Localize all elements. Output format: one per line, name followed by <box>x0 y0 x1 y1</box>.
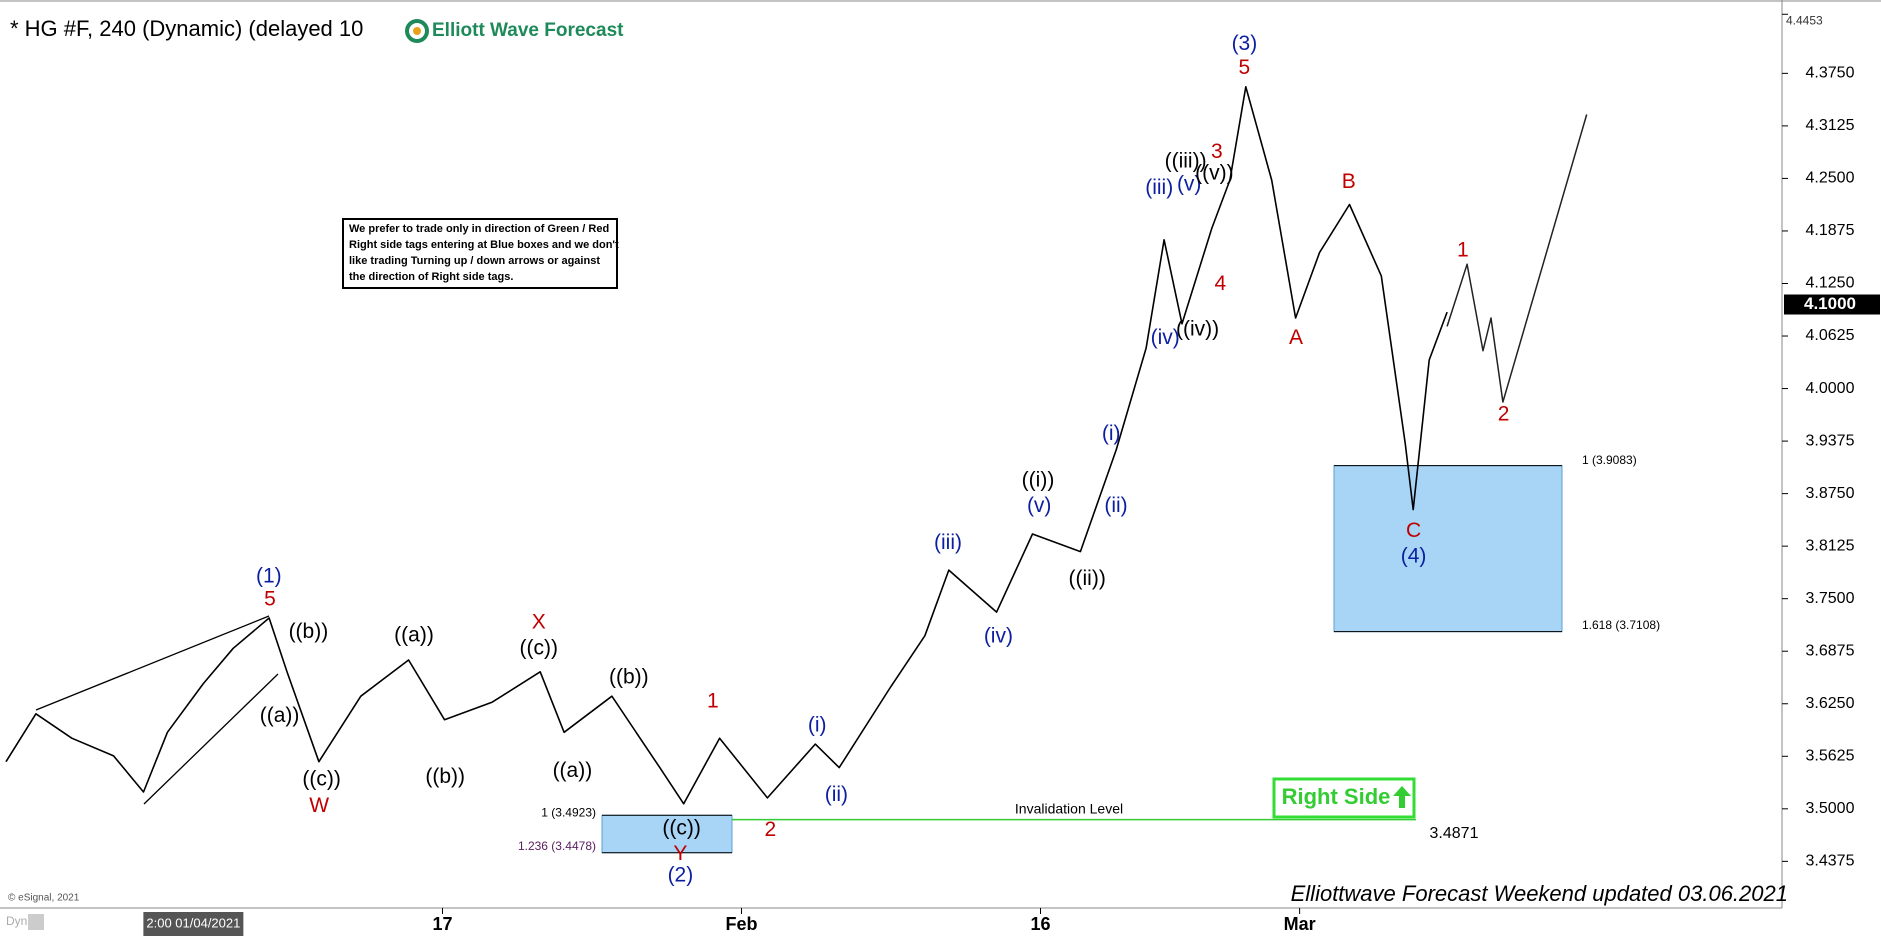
chart-title: * HG #F, 240 (Dynamic) (delayed 10 <box>10 16 363 41</box>
y-tick-label: 4.0000 <box>1806 380 1855 397</box>
copyright: © eSignal, 2021 <box>8 893 80 904</box>
wave-label: 2 <box>765 818 777 841</box>
wave-label: ((c)) <box>520 637 558 660</box>
wave-label: 4 <box>1215 272 1227 295</box>
fib-box <box>601 814 733 854</box>
wave-label: (ii) <box>825 783 848 806</box>
right-side-text: Right Side <box>1282 784 1391 809</box>
wave-label: (i) <box>1102 422 1121 445</box>
right-side-arrow <box>1393 786 1411 808</box>
wave-label: ((b)) <box>289 620 329 643</box>
y-tick-label: 3.9375 <box>1806 432 1855 449</box>
y-tick-label: 3.6250 <box>1806 695 1855 712</box>
last-price-label: 4.1000 <box>1804 294 1856 313</box>
price-line <box>5 86 1448 805</box>
note-line: the direction of Right side tags. <box>349 271 513 283</box>
y-tick-label: 3.8125 <box>1806 537 1855 554</box>
note-line: like trading Turning up / down arrows or… <box>349 255 600 267</box>
y-tick-label: 3.5000 <box>1806 800 1855 817</box>
wave-label: (1) <box>256 565 282 588</box>
logo-icon <box>405 19 429 43</box>
wave-label: 1 <box>1457 238 1469 261</box>
y-tick-label: 4.3750 <box>1806 65 1855 82</box>
x-tick-label: Feb <box>725 914 757 934</box>
wave-label: (i) <box>808 714 827 737</box>
top-price-label: 4.4453 <box>1786 13 1823 27</box>
note-line: We prefer to trade only in direction of … <box>349 223 609 235</box>
wave-label: ((i)) <box>1022 469 1055 492</box>
wave-label: ((a)) <box>394 624 434 647</box>
y-tick-label: 4.0625 <box>1806 327 1855 344</box>
right-side-tag <box>1272 777 1416 819</box>
wave-label: W <box>309 794 329 817</box>
wave-label: (iv) <box>1151 326 1180 349</box>
footer: Elliottwave Forecast Weekend updated 03.… <box>1291 881 1788 906</box>
wave-label: ((b)) <box>425 765 465 788</box>
invalidation-value: 3.4871 <box>1430 825 1479 842</box>
wave-label: ((iii)) <box>1165 150 1207 173</box>
note-box <box>342 218 618 289</box>
logo-text: Elliott Wave Forecast <box>432 20 624 41</box>
x-cursor-box <box>143 912 244 936</box>
wave-label: ((c)) <box>662 817 700 840</box>
wedge-line <box>35 615 270 711</box>
note: We prefer to trade only in direction of … <box>349 223 619 283</box>
wave-label: (ii) <box>1104 494 1127 517</box>
projection-line <box>1446 114 1588 403</box>
wave-label: 3 <box>1211 140 1223 163</box>
wave-label: ((a)) <box>260 704 300 727</box>
wave-label: 1 <box>707 690 719 713</box>
x-tick-label: 17 <box>432 914 452 934</box>
y-tick-label: 4.1250 <box>1806 275 1855 292</box>
wave-label: (iii) <box>1145 176 1173 199</box>
y-tick-label: 4.1875 <box>1806 222 1855 239</box>
wave-label: (2) <box>668 864 694 887</box>
y-tick-label: 3.8750 <box>1806 485 1855 502</box>
fib-box <box>1333 465 1563 633</box>
wave-label: 2 <box>1498 403 1510 426</box>
wave-label: X <box>532 610 546 633</box>
wave-label: ((a)) <box>553 759 593 782</box>
y-tick-label: 4.3125 <box>1806 117 1855 134</box>
y-tick-label: 3.6875 <box>1806 642 1855 659</box>
wave-label: (v) <box>1027 494 1052 517</box>
invalidation-text: Invalidation Level <box>1015 800 1123 816</box>
fib-label: 1.618 (3.7108) <box>1582 618 1660 632</box>
wave-label: ((iv)) <box>1176 318 1219 341</box>
wave-label: ((ii)) <box>1069 567 1106 590</box>
wave-label: ((v)) <box>1195 162 1233 185</box>
wave-label: B <box>1342 170 1356 193</box>
wave-label: Y <box>673 842 687 865</box>
wave-label: (v) <box>1177 172 1202 195</box>
wave-label: (4) <box>1401 544 1427 567</box>
wave-label: (3) <box>1232 32 1258 55</box>
wave-label: (iii) <box>934 531 962 554</box>
mode-icon <box>28 914 44 930</box>
wave-label: C <box>1406 519 1421 542</box>
fib-label: 1 (3.9083) <box>1582 453 1637 467</box>
wave-label: A <box>1289 326 1303 349</box>
logo-icon-dot <box>413 27 421 35</box>
y-tick-label: 4.2500 <box>1806 170 1855 187</box>
wedge-line <box>143 673 279 805</box>
mode-label: Dyn <box>6 914 27 928</box>
y-tick-label: 3.4375 <box>1806 853 1855 870</box>
x-tick-label: Mar <box>1284 914 1316 934</box>
x-tick-label: 16 <box>1030 914 1050 934</box>
y-tick-label: 3.5625 <box>1806 748 1855 765</box>
wave-label: 5 <box>1239 56 1251 79</box>
x-cursor-label: 2:00 01/04/2021 <box>146 915 240 930</box>
wave-label: 5 <box>264 588 276 611</box>
wave-label: ((b)) <box>609 666 649 689</box>
y-tick-label: 3.7500 <box>1806 590 1855 607</box>
last-price-tag <box>1784 294 1880 315</box>
fib-label: 1.236 (3.4478) <box>518 839 596 853</box>
wave-label: (iv) <box>984 625 1013 648</box>
note-line: Right side tags entering at Blue boxes a… <box>349 239 619 251</box>
fib-label: 1 (3.4923) <box>541 805 596 819</box>
wave-label: ((c)) <box>302 768 340 791</box>
